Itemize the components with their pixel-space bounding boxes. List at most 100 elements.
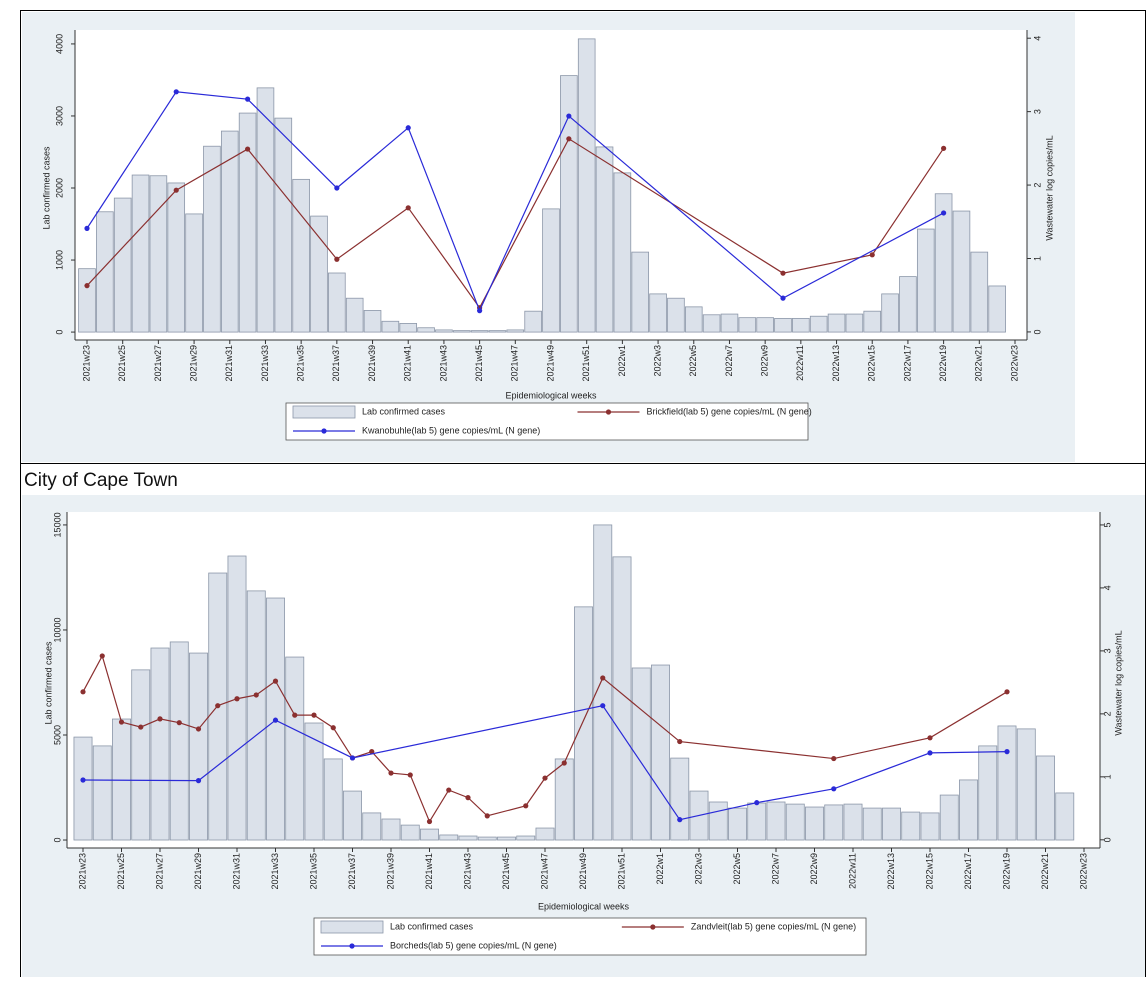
bar: [988, 285, 1006, 333]
x-tick-label: 2022w11: [795, 345, 805, 381]
line-marker: [831, 786, 837, 792]
bar: [577, 38, 596, 333]
line-marker: [465, 795, 471, 801]
line-marker: [869, 252, 875, 258]
bar: [363, 310, 382, 333]
legend-swatch: [320, 920, 384, 934]
x-tick-label: 2021w45: [474, 345, 484, 382]
y-tick-label: 15000: [52, 512, 62, 537]
bar: [274, 117, 293, 333]
x-tick-label: 2022w3: [693, 853, 703, 885]
y2-tick-label: 3: [1102, 648, 1112, 653]
legend-label: Lab confirmed cases: [362, 406, 446, 416]
x-tick-label: 2021w29: [188, 345, 198, 382]
x-tick-label: 2022w9: [760, 345, 770, 377]
bar: [1016, 728, 1036, 841]
bar: [323, 758, 343, 841]
x-tick-label: 2021w39: [385, 853, 395, 890]
bar: [805, 806, 824, 841]
bar: [970, 251, 989, 333]
bar: [203, 145, 221, 333]
x-tick-label: 2022w15: [924, 853, 934, 890]
bar: [96, 211, 114, 333]
bar: [304, 722, 324, 841]
y2-tick-label: 4: [1032, 36, 1042, 41]
bar: [595, 146, 614, 333]
x-tick-label: 2022w7: [724, 345, 734, 377]
bar: [488, 330, 507, 333]
bar: [189, 652, 208, 841]
y-tick-label: 3000: [54, 106, 64, 126]
line-marker: [80, 777, 86, 783]
bar: [843, 803, 863, 841]
line-marker: [245, 146, 251, 152]
line-marker: [334, 256, 340, 262]
line-marker: [927, 735, 933, 741]
bar: [720, 313, 739, 333]
line-marker: [176, 720, 182, 726]
bar: [916, 228, 935, 333]
x-tick-label: 2021w25: [116, 853, 126, 890]
bar: [399, 323, 418, 333]
bar: [827, 313, 846, 333]
x-tick-label: 2022w13: [886, 853, 896, 890]
y-tick-label: 0: [52, 838, 62, 843]
section-heading: City of Cape Town: [24, 470, 178, 491]
bar: [112, 718, 131, 841]
line-marker: [138, 724, 144, 730]
y2-tick-label: 3: [1032, 109, 1042, 114]
x-tick-label: 2022w23: [1009, 345, 1019, 382]
bar: [978, 745, 998, 841]
y2-tick-label: 5: [1102, 522, 1112, 527]
y2-tick-label: 2: [1032, 183, 1042, 188]
bar: [78, 268, 96, 333]
bar: [292, 178, 310, 333]
line-marker: [173, 187, 179, 193]
bar: [256, 87, 275, 333]
x-tick-label: 2022w9: [809, 853, 819, 885]
legend-box: [285, 402, 809, 441]
bar: [939, 794, 959, 841]
x-tick-label: 2022w1: [617, 345, 627, 377]
x-tick-label: 2022w17: [902, 345, 912, 382]
bar: [651, 664, 670, 841]
line-marker: [84, 225, 90, 231]
line-marker: [566, 113, 572, 119]
line-marker: [477, 308, 483, 314]
bar: [343, 790, 362, 841]
x-tick-label: 2022w19: [938, 345, 948, 382]
bar: [920, 812, 940, 841]
line-marker: [99, 653, 105, 659]
line-marker: [349, 755, 356, 761]
bar: [435, 329, 453, 333]
legend-label: Lab confirmed cases: [390, 921, 474, 931]
bar: [997, 725, 1017, 841]
bar: [220, 130, 239, 333]
legend-label: Kwanobuhle(lab 5) gene copies/mL (N gene…: [362, 425, 540, 435]
line-marker: [941, 210, 947, 216]
x-tick-label: 2021w49: [578, 853, 588, 890]
bar: [246, 590, 266, 841]
bar: [613, 172, 632, 333]
line-marker: [272, 717, 279, 723]
x-tick-label: 2021w51: [581, 345, 591, 382]
bar: [149, 175, 168, 333]
bar: [497, 836, 516, 841]
x-axis-title: Epidemiological weeks: [538, 901, 630, 911]
bar: [684, 306, 703, 333]
x-tick-label: 2022w23: [1078, 853, 1088, 890]
bar: [785, 803, 805, 841]
line-marker: [369, 749, 375, 755]
line: [82, 705, 1008, 821]
line-marker: [173, 89, 179, 95]
bar: [362, 812, 382, 841]
line: [82, 654, 1008, 823]
bar: [524, 310, 542, 333]
line-marker: [780, 295, 786, 301]
x-tick-label: 2021w43: [438, 345, 448, 382]
x-tick-label: 2021w47: [510, 345, 520, 382]
y-axis-title: Lab confirmed cases: [41, 146, 51, 230]
line-marker: [927, 750, 933, 756]
line-marker: [426, 818, 433, 825]
